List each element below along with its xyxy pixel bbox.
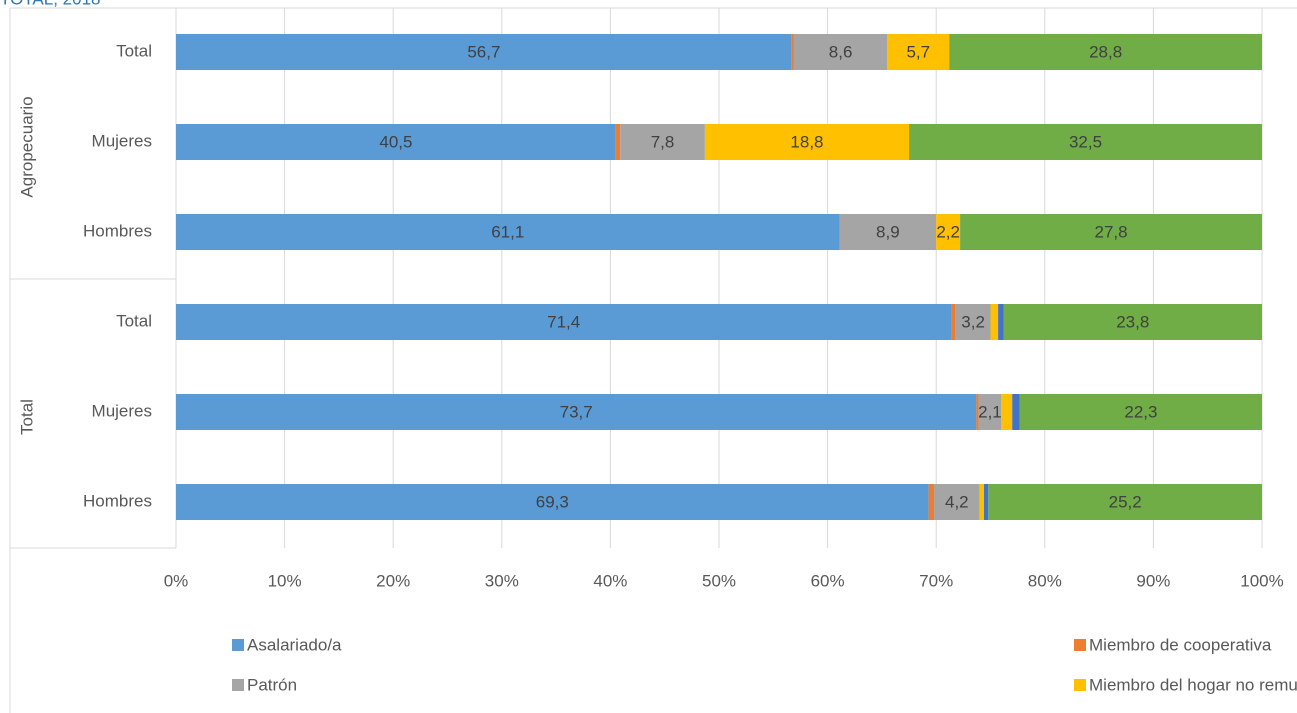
group-label: Agropecuario bbox=[17, 96, 36, 197]
bar-segment bbox=[998, 304, 1004, 340]
legend-label: Miembro de cooperativa bbox=[1089, 635, 1272, 654]
legend-swatch bbox=[232, 639, 244, 651]
data-label: 32,5 bbox=[1069, 132, 1102, 151]
bar-segment bbox=[176, 214, 840, 250]
bar-segment bbox=[951, 304, 956, 340]
bar-segment bbox=[949, 34, 1262, 70]
data-label: 69,3 bbox=[536, 492, 569, 511]
data-label: 18,8 bbox=[790, 132, 823, 151]
data-label: 25,2 bbox=[1109, 492, 1142, 511]
data-label: 73,7 bbox=[560, 402, 593, 421]
bar-segment bbox=[983, 484, 989, 520]
data-label: 23,8 bbox=[1116, 312, 1149, 331]
bar-segment bbox=[176, 394, 977, 430]
data-label: 71,4 bbox=[547, 312, 580, 331]
bar-segment bbox=[960, 214, 1262, 250]
data-label: 2,1 bbox=[978, 402, 1002, 421]
data-label: 28,8 bbox=[1089, 42, 1122, 61]
x-tick-label: 100% bbox=[1240, 571, 1283, 590]
bar-segment bbox=[839, 214, 937, 250]
data-label: 8,9 bbox=[876, 222, 900, 241]
data-label: 40,5 bbox=[379, 132, 412, 151]
y-tick-label: Mujeres bbox=[92, 401, 152, 420]
bar-segment bbox=[990, 304, 999, 340]
bar-segment bbox=[176, 124, 616, 160]
bar-segment bbox=[979, 484, 984, 520]
x-tick-label: 30% bbox=[485, 571, 519, 590]
bar-segment bbox=[620, 124, 705, 160]
data-label: 27,8 bbox=[1094, 222, 1127, 241]
x-tick-label: 10% bbox=[268, 571, 302, 590]
x-tick-label: 20% bbox=[376, 571, 410, 590]
y-tick-label: Mujeres bbox=[92, 131, 152, 150]
x-tick-label: 0% bbox=[164, 571, 189, 590]
legend-swatch bbox=[1074, 679, 1086, 691]
bar-segment bbox=[615, 124, 621, 160]
data-label: 8,6 bbox=[829, 42, 853, 61]
x-tick-label: 90% bbox=[1136, 571, 1170, 590]
bar-segment bbox=[176, 34, 792, 70]
bar-segment bbox=[988, 484, 1262, 520]
bar-segment bbox=[936, 214, 961, 250]
x-tick-label: 70% bbox=[919, 571, 953, 590]
bar-segment bbox=[1019, 394, 1262, 430]
legend-swatch bbox=[1074, 639, 1086, 651]
bar-segment bbox=[1003, 304, 1262, 340]
y-tick-label: Total bbox=[116, 41, 152, 60]
data-label: 2,2 bbox=[936, 222, 960, 241]
legend-swatch bbox=[232, 679, 244, 691]
data-label: 5,7 bbox=[906, 42, 930, 61]
bar-segment bbox=[928, 484, 935, 520]
x-tick-label: 60% bbox=[811, 571, 845, 590]
bar-segment bbox=[176, 484, 929, 520]
bar-segment bbox=[978, 394, 1002, 430]
bar-segment bbox=[791, 34, 794, 70]
bar-segment bbox=[704, 124, 910, 160]
bar-segment bbox=[1012, 394, 1020, 430]
data-label: 56,7 bbox=[467, 42, 500, 61]
data-label: 3,2 bbox=[961, 312, 985, 331]
data-label: 4,2 bbox=[945, 492, 969, 511]
data-label: 22,3 bbox=[1124, 402, 1157, 421]
chart-title: TOTAL, 2018 bbox=[0, 0, 100, 8]
bar-segment bbox=[176, 304, 952, 340]
legend-label: Asalariado/a bbox=[247, 635, 342, 654]
x-tick-label: 50% bbox=[702, 571, 736, 590]
bar-segment bbox=[976, 394, 979, 430]
bar-segment bbox=[909, 124, 1262, 160]
bar-segment bbox=[887, 34, 950, 70]
y-tick-label: Total bbox=[116, 311, 152, 330]
legend-label: Miembro del hogar no remunerado bbox=[1089, 675, 1297, 694]
bar-segment bbox=[1001, 394, 1013, 430]
bar-segment bbox=[955, 304, 991, 340]
bar-segment bbox=[793, 34, 888, 70]
legend-label: Patrón bbox=[247, 675, 297, 694]
x-tick-label: 80% bbox=[1028, 571, 1062, 590]
bar-segment bbox=[934, 484, 980, 520]
x-tick-label: 40% bbox=[593, 571, 627, 590]
data-label: 7,8 bbox=[651, 132, 675, 151]
group-label: Total bbox=[17, 399, 36, 435]
y-tick-label: Hombres bbox=[83, 221, 152, 240]
y-tick-label: Hombres bbox=[83, 491, 152, 510]
data-label: 61,1 bbox=[491, 222, 524, 241]
